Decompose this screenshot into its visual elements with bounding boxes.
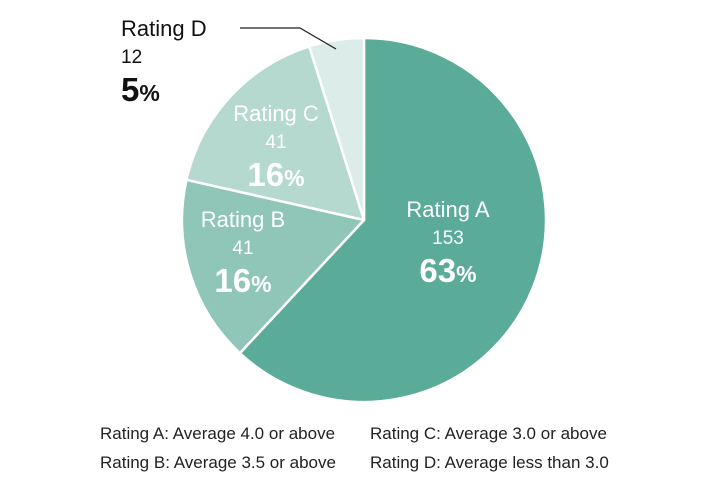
legend-note-rating-a: Rating A: Average 4.0 or above	[100, 424, 336, 443]
slice-label-rating-a: Rating A	[406, 197, 489, 222]
slice-percent-rating-b: 16%	[214, 262, 271, 299]
slice-percent-rating-d: 5%	[121, 71, 160, 108]
slice-count-rating-a: 153	[432, 228, 464, 249]
legend-note-rating-c: Rating C: Average 3.0 or above	[370, 424, 607, 443]
slice-label-rating-b: Rating B	[201, 207, 285, 232]
slice-label-rating-c: Rating C	[233, 101, 319, 126]
pie-slice-rating-b	[180, 178, 366, 355]
pie-slice-rating-c	[185, 45, 366, 222]
slice-percent-rating-c: 16%	[247, 156, 304, 193]
slice-count-rating-d: 12	[121, 47, 142, 68]
legend-note-rating-d: Rating D: Average less than 3.0	[370, 453, 609, 472]
slice-label-rating-d: Rating D	[121, 16, 207, 41]
leader-line-rating-d	[240, 27, 337, 50]
legend-note-rating-b: Rating B: Average 3.5 or above	[100, 453, 336, 472]
slice-count-rating-c: 41	[265, 132, 286, 153]
pie-slice-rating-d	[308, 36, 366, 222]
pie-slice-rating-a	[238, 36, 548, 404]
slice-count-rating-b: 41	[232, 238, 253, 259]
slice-percent-rating-a: 63%	[419, 252, 476, 289]
